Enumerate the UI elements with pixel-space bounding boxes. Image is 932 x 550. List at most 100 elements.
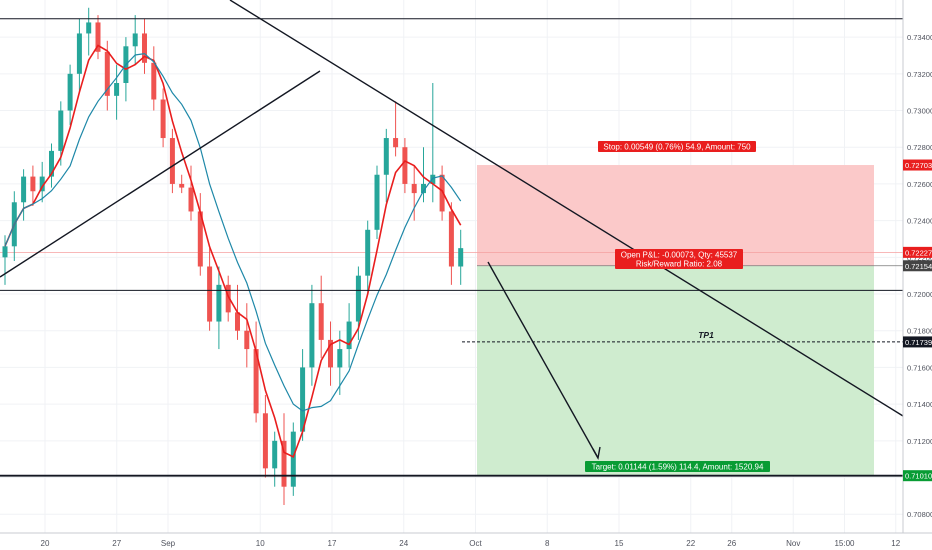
price-axis-panel[interactable] xyxy=(903,0,932,550)
price-tag-bg xyxy=(903,246,932,258)
candle-body xyxy=(67,73,73,111)
candle-body xyxy=(86,22,92,34)
pnl-label-bg xyxy=(615,249,743,269)
ascending-trendline xyxy=(0,70,321,278)
candle-body xyxy=(318,303,324,340)
stop-label-text: Stop: 0.00549 (0.76%) 54.9, Amount: 750 xyxy=(603,143,751,152)
candle-body xyxy=(411,183,417,194)
time-tick-label: Nov xyxy=(786,539,800,548)
price-tick-label: 0.72400 xyxy=(907,217,932,226)
candle-body xyxy=(309,303,315,368)
time-tick-label: 17 xyxy=(328,539,337,548)
price-tag-0.72703: 0.72703 xyxy=(905,161,932,170)
price-tick-label: 0.72000 xyxy=(907,290,932,299)
time-tick-label: 20 xyxy=(41,539,50,548)
price-tag-0.71010: 0.71010 xyxy=(905,472,932,481)
time-tick-label: Sep xyxy=(161,539,176,548)
candle-body xyxy=(458,248,464,267)
candle-body xyxy=(207,266,213,322)
position-labels: Stop: 0.00549 (0.76%) 54.9, Amount: 750 O… xyxy=(585,141,770,472)
price-tick-label: 0.72600 xyxy=(907,180,932,189)
candle-body xyxy=(58,110,64,151)
candle-body xyxy=(244,330,250,350)
time-tick-label: 10 xyxy=(256,539,265,548)
stop-loss-zone xyxy=(477,165,874,266)
stop-label-bg xyxy=(598,141,756,152)
time-tick-label: 8 xyxy=(545,539,550,548)
price-tick-label: 0.71800 xyxy=(907,327,932,336)
candle-body xyxy=(235,312,240,331)
price-tick-label: 0.71600 xyxy=(907,363,932,372)
candle-body xyxy=(253,349,259,414)
take-profit-zone xyxy=(477,265,874,476)
price-tick-label: 0.70800 xyxy=(907,510,932,519)
candle-body xyxy=(374,174,380,230)
fast-moving-average xyxy=(4,44,462,459)
candle-body xyxy=(188,187,194,212)
price-tag-bg xyxy=(903,470,932,482)
candle-body xyxy=(169,138,175,184)
price-tick-label: 0.71200 xyxy=(907,437,932,446)
candle-body xyxy=(225,284,231,313)
candle-body xyxy=(300,367,306,432)
candle-body xyxy=(402,147,408,184)
time-tick-label: 26 xyxy=(727,539,736,548)
candle-body xyxy=(132,33,138,47)
candle-body xyxy=(30,176,36,192)
candle-body xyxy=(448,211,454,267)
candle-body xyxy=(197,211,203,267)
candle-body xyxy=(49,150,54,177)
price-tick-label: 0.73200 xyxy=(907,70,932,79)
price-tick-label: 0.72800 xyxy=(907,143,932,152)
time-tick-label: 15 xyxy=(615,539,624,548)
candle-body xyxy=(76,33,82,74)
candle-body xyxy=(439,174,445,212)
price-tag-bg xyxy=(903,260,932,272)
candle-body xyxy=(365,229,371,276)
candle-series xyxy=(2,7,464,506)
candle-body xyxy=(383,138,389,175)
slow-moving-average xyxy=(4,52,462,412)
pnl-label-text: Open P&L: -0.00073, Qty: 45537 xyxy=(621,251,738,260)
candle-body xyxy=(430,174,436,184)
stop-label: Stop: 0.00549 (0.76%) 54.9, Amount: 750 xyxy=(598,141,756,152)
time-axis-panel[interactable] xyxy=(0,533,903,550)
candle-body xyxy=(160,99,166,139)
pnl-label-text: Risk/Reward Ratio: 2.08 xyxy=(636,260,723,269)
price-tag-0.71739: 0.71739 xyxy=(905,338,932,347)
target-label-text: Target: 0.01144 (1.59%) 114.4, Amount: 1… xyxy=(592,463,764,472)
price-tag-0.72227: 0.72227 xyxy=(905,248,932,257)
pnl-label: Open P&L: -0.00073, Qty: 45537Risk/Rewar… xyxy=(615,249,743,269)
price-tag-bg xyxy=(903,336,932,348)
time-tick-label: 27 xyxy=(112,539,121,548)
candle-body xyxy=(142,33,147,63)
time-axis[interactable]: 20 27 Sep 10 17 24 Oct 8 15 22 26 Nov 15:00 12 xyxy=(41,539,901,548)
candle-body xyxy=(337,349,343,368)
candle-body xyxy=(21,176,27,203)
candle-body xyxy=(272,440,278,469)
candle-body xyxy=(39,176,45,192)
moving-averages xyxy=(4,44,462,459)
arrow-head-icon xyxy=(592,446,601,461)
candle-body xyxy=(281,440,287,487)
descending-trendline xyxy=(229,0,904,417)
candle-body xyxy=(2,246,8,258)
target-label-bg xyxy=(585,461,770,472)
candle-body xyxy=(262,413,268,469)
time-tick-label: 15:00 xyxy=(834,539,855,548)
candle-body xyxy=(216,284,222,322)
time-tick-label: 12 xyxy=(891,539,900,548)
price-tag-0.72154: 0.72154 xyxy=(905,262,932,271)
candle-body xyxy=(393,138,399,148)
price-tick-label: 0.71400 xyxy=(907,400,932,409)
position-zones xyxy=(0,165,903,476)
price-tick-label: 0.73400 xyxy=(907,33,932,42)
candle-body xyxy=(104,51,110,96)
annotation-tp1: TP1 xyxy=(698,330,714,340)
candle-body xyxy=(421,183,426,194)
candle-body xyxy=(290,431,296,487)
projection-arrow xyxy=(487,261,599,459)
candle-body xyxy=(114,82,120,96)
target-label: Target: 0.01144 (1.59%) 114.4, Amount: 1… xyxy=(585,461,770,472)
